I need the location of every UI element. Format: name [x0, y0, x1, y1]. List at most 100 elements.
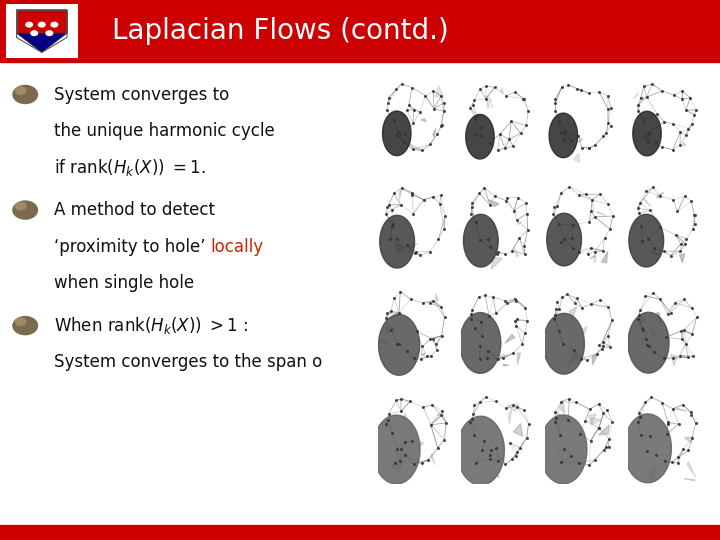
- Point: [567, 244, 579, 253]
- Point: [675, 128, 686, 137]
- Polygon shape: [589, 414, 596, 425]
- Point: [675, 247, 686, 255]
- Point: [552, 297, 563, 306]
- Point: [405, 295, 416, 303]
- Point: [507, 401, 518, 409]
- Polygon shape: [405, 429, 413, 430]
- Point: [408, 119, 419, 128]
- Point: [677, 86, 688, 95]
- Point: [509, 88, 521, 97]
- Polygon shape: [568, 354, 577, 365]
- Polygon shape: [505, 334, 515, 343]
- Text: When rank($H_k(X)$) $> 1$ :: When rank($H_k(X)$) $> 1$ :: [54, 315, 248, 336]
- Point: [514, 443, 526, 452]
- Point: [523, 106, 534, 115]
- Polygon shape: [539, 415, 587, 484]
- Point: [485, 451, 496, 460]
- Point: [469, 96, 480, 105]
- Point: [505, 117, 517, 126]
- Point: [680, 106, 692, 114]
- Polygon shape: [680, 254, 685, 263]
- Point: [491, 249, 503, 258]
- Point: [474, 236, 485, 245]
- Point: [563, 415, 575, 424]
- Point: [662, 418, 673, 427]
- Point: [390, 396, 402, 405]
- Point: [592, 349, 603, 358]
- Point: [408, 105, 420, 114]
- Point: [423, 456, 434, 464]
- Polygon shape: [582, 326, 588, 334]
- Point: [380, 210, 392, 218]
- Point: [680, 131, 692, 139]
- Point: [635, 93, 647, 102]
- Point: [487, 293, 499, 301]
- Bar: [0, 0, 720, 62]
- Point: [381, 106, 392, 114]
- Point: [416, 459, 428, 468]
- Point: [467, 414, 478, 423]
- Point: [632, 107, 644, 116]
- Point: [436, 120, 448, 129]
- Point: [641, 93, 652, 102]
- Point: [476, 131, 487, 140]
- Point: [468, 431, 480, 440]
- Point: [500, 92, 512, 100]
- Polygon shape: [644, 199, 650, 206]
- Point: [593, 400, 604, 408]
- Point: [428, 335, 439, 343]
- Point: [636, 222, 647, 231]
- Point: [392, 131, 403, 140]
- Point: [571, 84, 582, 93]
- Point: [565, 136, 577, 145]
- Point: [434, 199, 446, 208]
- Circle shape: [37, 22, 46, 28]
- Point: [521, 210, 533, 218]
- Polygon shape: [560, 400, 565, 414]
- Point: [688, 110, 700, 119]
- Point: [395, 456, 406, 465]
- Point: [644, 432, 656, 441]
- Point: [554, 117, 565, 125]
- Point: [659, 457, 670, 465]
- Point: [391, 234, 402, 243]
- Polygon shape: [598, 425, 609, 435]
- Point: [568, 346, 580, 354]
- Polygon shape: [594, 252, 596, 264]
- Point: [513, 234, 525, 242]
- Point: [575, 86, 586, 94]
- Polygon shape: [657, 192, 664, 198]
- Point: [392, 340, 403, 348]
- Point: [431, 130, 443, 138]
- Polygon shape: [404, 413, 406, 420]
- Point: [633, 209, 644, 218]
- Point: [381, 420, 392, 429]
- Polygon shape: [486, 96, 492, 109]
- Point: [586, 195, 598, 204]
- Polygon shape: [636, 317, 645, 327]
- Point: [556, 397, 567, 406]
- Point: [392, 127, 403, 136]
- Polygon shape: [513, 423, 523, 436]
- Polygon shape: [549, 113, 577, 158]
- Point: [428, 87, 439, 96]
- Polygon shape: [395, 242, 405, 252]
- Polygon shape: [546, 213, 582, 266]
- Point: [406, 437, 418, 445]
- Point: [466, 315, 477, 323]
- Point: [585, 437, 596, 445]
- Point: [467, 101, 479, 110]
- Polygon shape: [508, 409, 511, 424]
- Point: [604, 225, 616, 233]
- Point: [484, 138, 495, 147]
- Point: [677, 94, 688, 103]
- Point: [667, 119, 679, 128]
- Point: [382, 99, 394, 107]
- Point: [469, 324, 481, 333]
- Polygon shape: [433, 128, 436, 137]
- Point: [511, 448, 523, 456]
- Point: [436, 332, 447, 340]
- Point: [391, 444, 402, 453]
- Point: [471, 111, 482, 120]
- Polygon shape: [435, 86, 443, 97]
